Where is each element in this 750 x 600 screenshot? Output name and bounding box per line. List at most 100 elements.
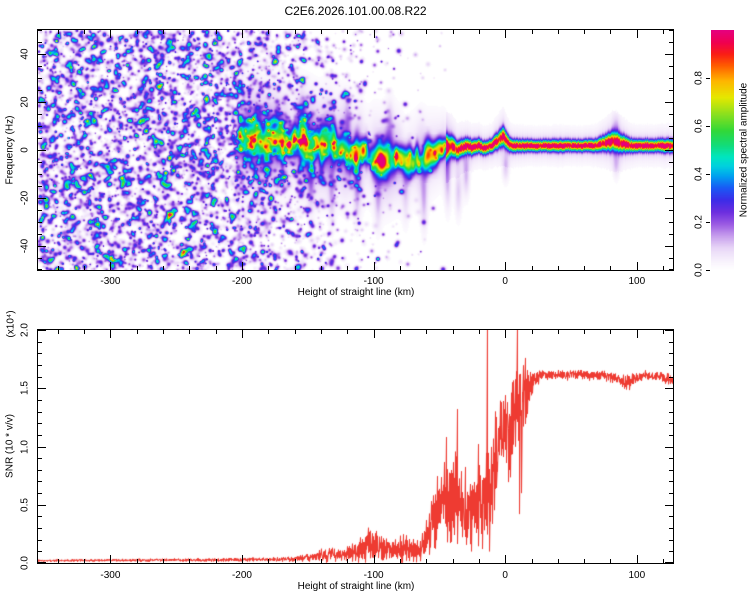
x-minor-tick [663, 30, 664, 34]
y-major-tick [38, 388, 46, 389]
y-minor-tick [38, 365, 42, 366]
x-tick-label: 100 [628, 570, 646, 581]
x-tick-label: -100 [363, 276, 384, 287]
x-tick-label: 0 [502, 276, 508, 287]
snr-xlabel: Height of straight line (km) [297, 581, 415, 592]
y-minor-tick [669, 516, 673, 517]
y-minor-tick [669, 435, 673, 436]
y-major-tick [38, 505, 46, 506]
colorbar-tick-label: 0.6 [693, 119, 705, 133]
x-minor-tick [268, 266, 269, 270]
x-minor-tick [189, 266, 190, 270]
x-major-tick [637, 262, 638, 270]
y-minor-tick [38, 234, 42, 235]
x-minor-tick [426, 559, 427, 563]
x-minor-tick [84, 330, 85, 334]
y-major-tick [665, 150, 673, 151]
x-major-tick [374, 262, 375, 270]
x-minor-tick [268, 330, 269, 334]
y-major-tick [665, 562, 673, 563]
x-minor-tick [268, 559, 269, 563]
x-minor-tick [426, 30, 427, 34]
y-minor-tick [38, 222, 42, 223]
y-minor-tick [669, 540, 673, 541]
y-minor-tick [38, 126, 42, 127]
y-minor-tick [38, 353, 42, 354]
x-minor-tick [558, 330, 559, 334]
x-minor-tick [479, 559, 480, 563]
y-major-tick [38, 447, 46, 448]
y-minor-tick [38, 210, 42, 211]
y-major-tick [38, 562, 46, 563]
y-tick-label: 0.0 [19, 556, 31, 570]
colorbar-canvas [711, 30, 734, 270]
y-minor-tick [669, 377, 673, 378]
y-minor-tick [38, 90, 42, 91]
x-minor-tick [268, 30, 269, 34]
x-minor-tick [479, 266, 480, 270]
x-minor-tick [295, 559, 296, 563]
y-tick-label: 0.5 [19, 497, 31, 512]
x-minor-tick [163, 266, 164, 270]
y-tick-label: -40 [19, 238, 31, 254]
colorbar-tick [706, 174, 710, 175]
x-minor-tick [532, 266, 533, 270]
y-minor-tick [669, 551, 673, 552]
x-minor-tick [584, 30, 585, 34]
y-minor-tick [669, 222, 673, 223]
y-minor-tick [669, 234, 673, 235]
colorbar-label: Normalized spectral amplitude [738, 82, 750, 218]
y-major-tick [38, 330, 46, 331]
x-tick-label: -300 [100, 276, 121, 287]
x-minor-tick [584, 330, 585, 334]
y-minor-tick [669, 114, 673, 115]
colorbar-tick [706, 270, 710, 271]
y-major-tick [665, 505, 673, 506]
y-minor-tick [38, 481, 42, 482]
y-minor-tick [669, 138, 673, 139]
y-minor-tick [38, 540, 42, 541]
x-minor-tick [347, 30, 348, 34]
y-minor-tick [669, 78, 673, 79]
x-minor-tick [163, 559, 164, 563]
x-major-tick [505, 330, 506, 338]
x-minor-tick [532, 559, 533, 563]
colorbar [711, 30, 734, 270]
snr-canvas [38, 330, 673, 563]
x-major-tick [505, 262, 506, 270]
x-minor-tick [216, 266, 217, 270]
x-minor-tick [216, 559, 217, 563]
x-minor-tick [58, 330, 59, 334]
x-tick-label: 0 [502, 570, 508, 581]
x-minor-tick [84, 559, 85, 563]
x-minor-tick [216, 30, 217, 34]
y-minor-tick [669, 423, 673, 424]
y-minor-tick [38, 114, 42, 115]
x-minor-tick [663, 330, 664, 334]
x-minor-tick [663, 266, 664, 270]
x-tick-label: 100 [628, 276, 646, 287]
x-minor-tick [321, 330, 322, 334]
x-major-tick [374, 330, 375, 338]
y-major-tick [38, 102, 46, 103]
y-minor-tick [669, 30, 673, 31]
x-minor-tick [426, 266, 427, 270]
x-minor-tick [479, 330, 480, 334]
y-minor-tick [669, 174, 673, 175]
y-minor-tick [669, 126, 673, 127]
x-minor-tick [321, 266, 322, 270]
x-major-tick [637, 330, 638, 338]
y-minor-tick [38, 493, 42, 494]
y-minor-tick [38, 516, 42, 517]
y-minor-tick [669, 353, 673, 354]
x-minor-tick [453, 30, 454, 34]
x-major-tick [110, 30, 111, 38]
y-minor-tick [38, 377, 42, 378]
colorbar-tick-label: 0.8 [693, 71, 705, 85]
x-minor-tick [584, 559, 585, 563]
y-tick-label: -20 [19, 190, 31, 206]
x-minor-tick [400, 330, 401, 334]
y-major-tick [665, 447, 673, 448]
x-major-tick [110, 330, 111, 338]
